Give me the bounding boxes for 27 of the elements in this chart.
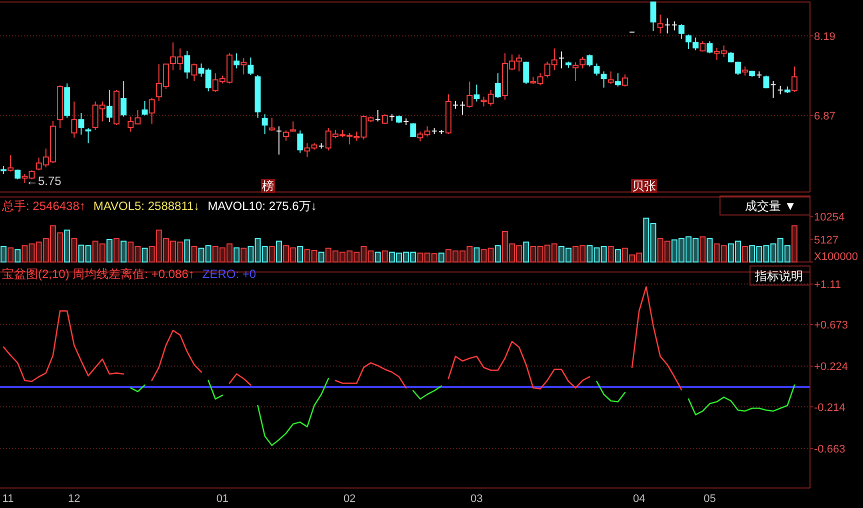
annotation: MAVOL5: 2588811↓ <box>93 199 200 213</box>
y-tick-label: -0.663 <box>814 443 846 456</box>
y-tick-label: 10254 <box>814 212 845 224</box>
y-tick-label: 6.87 <box>814 110 836 122</box>
y-tick-label: -0.214 <box>814 402 846 414</box>
annotation: 榜 <box>262 179 274 193</box>
y-tick-label: +1.11 <box>814 279 842 292</box>
annotation: ZERO: +0 <box>202 267 256 281</box>
annotation: ←5.75 <box>26 174 62 188</box>
y-tick-label: 5127 <box>814 234 838 246</box>
x-tick-label: 04 <box>632 493 646 505</box>
y-tick-label: X100000 <box>814 251 858 263</box>
y-tick-label: +0.224 <box>814 361 848 374</box>
annotation: 指标说明 <box>754 269 803 283</box>
x-tick-label: 11 <box>2 493 14 505</box>
x-tick-label: 03 <box>470 493 483 505</box>
y-tick-label: 8.19 <box>814 30 836 43</box>
x-tick-label: 12 <box>68 493 80 505</box>
annotation: 总手: 2546438↑ <box>1 199 86 213</box>
y-tick-label: +0.673 <box>814 320 848 332</box>
x-tick-label: 05 <box>704 493 716 505</box>
annotation: MAVOL10: 275.6万↓ <box>208 199 317 213</box>
x-tick-label: 02 <box>343 493 356 505</box>
annotation: 宝盆图(2,10) 周均线差离值: +0.086↑ <box>2 267 194 281</box>
x-tick-label: 01 <box>216 493 229 505</box>
annotation: 成交量 ▼ <box>745 199 796 213</box>
annotation: 贝张 <box>632 179 656 193</box>
